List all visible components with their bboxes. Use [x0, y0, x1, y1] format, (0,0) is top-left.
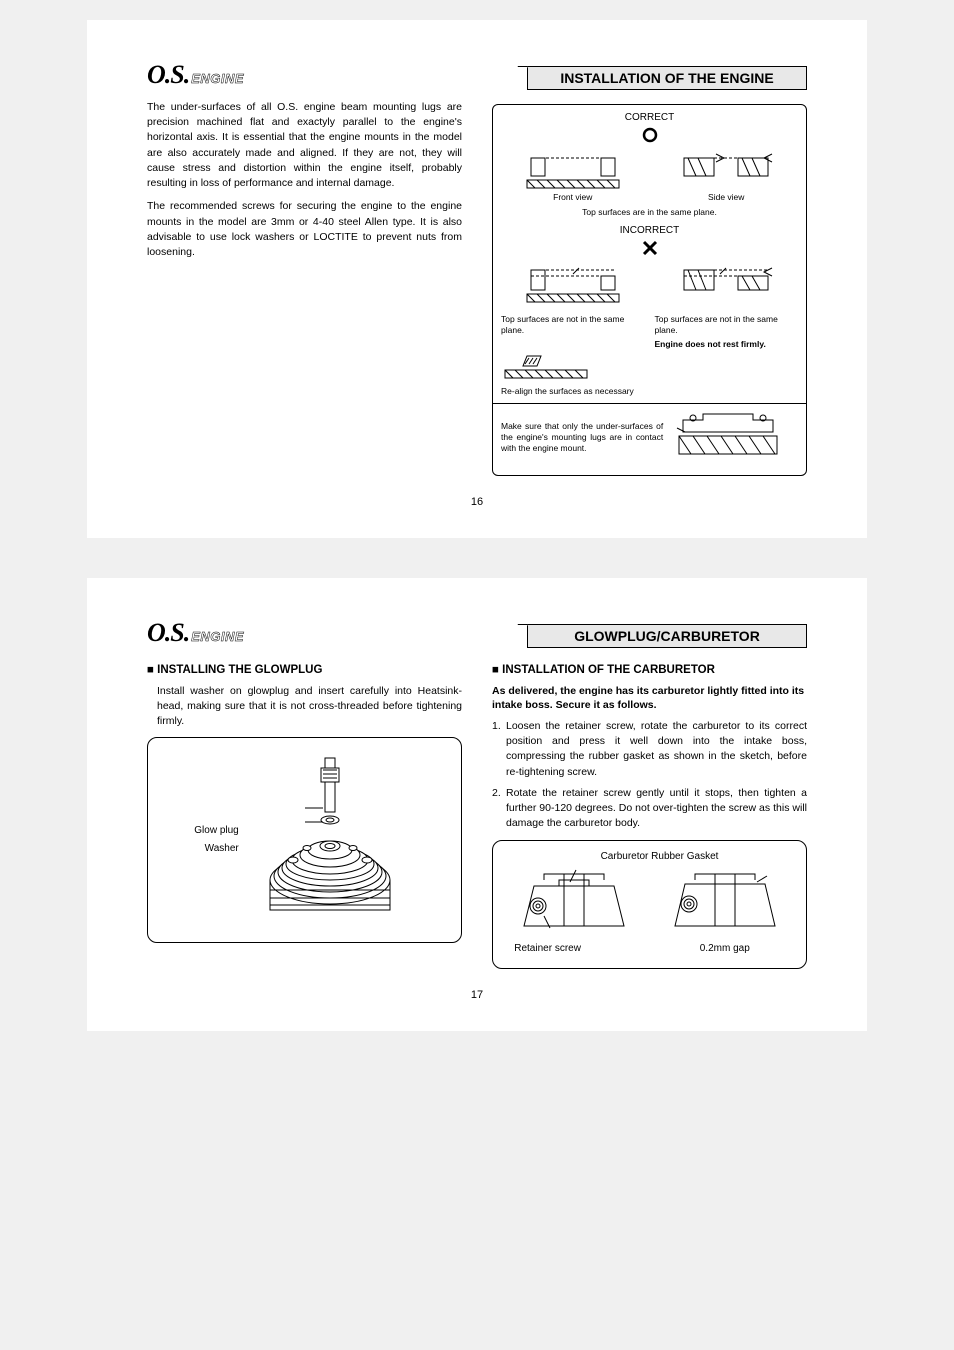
- page-number: 17: [147, 989, 807, 1001]
- correct-front: Front view: [501, 152, 645, 203]
- carburetor-illustration: Carburetor Rubber Gasket: [492, 840, 807, 969]
- para-1: The under-surfaces of all O.S. engine be…: [147, 100, 462, 191]
- retainer-label: Retainer screw: [514, 943, 634, 954]
- glowplug-text: Install washer on glowplug and insert ca…: [147, 684, 462, 730]
- gap-label: 0.2mm gap: [665, 943, 785, 954]
- lug-illus: [673, 410, 798, 464]
- not-rest-note: Engine does not rest firmly.: [655, 339, 799, 350]
- incorrect-icon: [501, 239, 798, 261]
- logo-engine: ENGINE: [191, 629, 244, 644]
- incorrect-notes-row: Top surfaces are not in the same plane. …: [501, 314, 798, 350]
- logo-engine: ENGINE: [191, 71, 244, 86]
- glowplug-label: Glow plug: [194, 822, 238, 840]
- logo-os: O.S.: [147, 618, 189, 647]
- brand-logo: O.S.ENGINE: [147, 60, 244, 90]
- page-16: O.S.ENGINE INSTALLATION OF THE ENGINE Th…: [87, 20, 867, 538]
- incorrect-side: [655, 266, 799, 310]
- header-row: O.S.ENGINE INSTALLATION OF THE ENGINE: [147, 60, 807, 90]
- gasket-label: Carburetor Rubber Gasket: [505, 851, 794, 862]
- correct-label: CORRECT: [501, 111, 798, 124]
- para-2: The recommended screws for securing the …: [147, 199, 462, 260]
- step-1-num: 1.: [492, 719, 506, 780]
- carb-right: 0.2mm gap: [665, 866, 785, 954]
- section-title: GLOWPLUG/CARBURETOR: [527, 624, 807, 648]
- carburetor-heading: INSTALLATION OF THE CARBURETOR: [492, 664, 807, 676]
- incorrect-front: [501, 266, 645, 310]
- step-1-text: Loosen the retainer screw, rotate the ca…: [506, 719, 807, 780]
- washer-label: Washer: [194, 840, 238, 858]
- page-17: O.S.ENGINE GLOWPLUG/CARBURETOR INSTALLIN…: [87, 578, 867, 1031]
- left-column: INSTALLING THE GLOWPLUG Install washer o…: [147, 658, 462, 969]
- right-column: INSTALLATION OF THE CARBURETOR As delive…: [492, 658, 807, 969]
- not-same-plane-left: Top surfaces are not in the same plane.: [501, 314, 645, 350]
- side-view-label: Side view: [655, 192, 799, 203]
- not-same-plane-right-wrap: Top surfaces are not in the same plane. …: [655, 314, 799, 350]
- step-2-text: Rotate the retainer screw gently until i…: [506, 786, 807, 832]
- heatsink-icon: [245, 750, 415, 930]
- bottom-row: Make sure that only the under-surfaces o…: [501, 410, 798, 464]
- step-2-num: 2.: [492, 786, 506, 832]
- step-1: 1. Loosen the retainer screw, rotate the…: [492, 719, 807, 780]
- logo-os: O.S.: [147, 60, 189, 89]
- glowplug-labels: Glow plug Washer: [194, 822, 238, 858]
- not-same-plane-right: Top surfaces are not in the same plane.: [655, 314, 799, 336]
- diagram-divider: [493, 403, 806, 404]
- incorrect-label: INCORRECT: [501, 224, 798, 237]
- make-sure-note: Make sure that only the under-surfaces o…: [501, 421, 663, 454]
- brand-logo: O.S.ENGINE: [147, 618, 244, 648]
- realign-illus: [501, 354, 798, 386]
- diagram-column: CORRECT Front view: [492, 100, 807, 476]
- realign-note: Re-align the surfaces as necessary: [501, 386, 798, 397]
- content-columns: INSTALLING THE GLOWPLUG Install washer o…: [147, 658, 807, 969]
- glowplug-heading: INSTALLING THE GLOWPLUG: [147, 664, 462, 676]
- carb-row: Retainer screw: [505, 866, 794, 954]
- correct-row: Front view Side view: [501, 152, 798, 203]
- correct-icon: [501, 126, 798, 148]
- section-title: INSTALLATION OF THE ENGINE: [527, 66, 807, 90]
- front-view-label: Front view: [501, 192, 645, 203]
- header-row: O.S.ENGINE GLOWPLUG/CARBURETOR: [147, 618, 807, 648]
- page-number: 16: [147, 496, 807, 508]
- glowplug-illustration: Glow plug Washer: [147, 737, 462, 943]
- carburetor-bold: As delivered, the engine has its carbure…: [492, 684, 807, 713]
- incorrect-row: [501, 266, 798, 310]
- text-column: The under-surfaces of all O.S. engine be…: [147, 100, 462, 476]
- same-plane-note: Top surfaces are in the same plane.: [501, 207, 798, 218]
- carb-left: Retainer screw: [514, 866, 634, 954]
- step-2: 2. Rotate the retainer screw gently unti…: [492, 786, 807, 832]
- content-columns: The under-surfaces of all O.S. engine be…: [147, 100, 807, 476]
- mounting-diagram: CORRECT Front view: [492, 104, 807, 476]
- correct-side: Side view: [655, 152, 799, 203]
